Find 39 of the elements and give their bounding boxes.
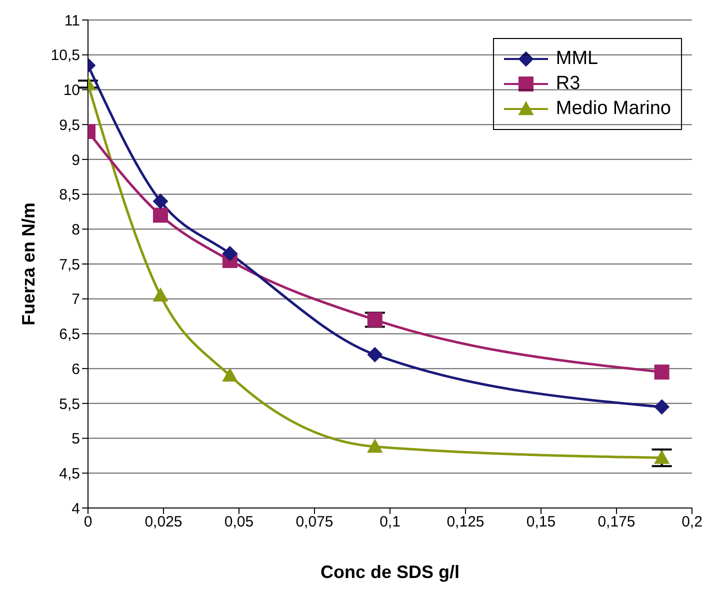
- point: [222, 368, 238, 382]
- y-tick-label: 5,5: [59, 396, 80, 413]
- x-tick-label: 0,025: [144, 514, 182, 531]
- y-tick-label: 7: [72, 291, 80, 308]
- y-tick-label: 7,5: [59, 256, 80, 274]
- y-tick-label: 8,5: [59, 186, 80, 204]
- y-tick-label: 6,5: [59, 326, 80, 344]
- y-tick-label: 9,5: [59, 116, 80, 134]
- point: [152, 194, 168, 209]
- x-tick-label: 0,2: [682, 514, 702, 531]
- legend-label: R3: [556, 73, 580, 95]
- point: [367, 439, 382, 453]
- legend-label: Medio Marino: [556, 98, 671, 120]
- y-tick-label: 9: [72, 152, 80, 169]
- y-tick-label: 10,5: [50, 47, 80, 64]
- point: [654, 450, 670, 464]
- y-tick-label: 10: [63, 82, 80, 100]
- x-axis-title: Conc de SDS g/l: [320, 562, 460, 582]
- y-tick-label: 5: [72, 430, 80, 448]
- x-tick-label: 0,175: [598, 514, 636, 531]
- y-tick-label: 11: [64, 12, 80, 30]
- point: [152, 208, 168, 223]
- x-tick-label: 0,1: [380, 514, 400, 531]
- x-tick-label: 0: [84, 514, 92, 531]
- x-tick-label: 0,05: [224, 514, 254, 531]
- x-tick-label: 0,075: [296, 514, 334, 531]
- point: [367, 312, 382, 328]
- y-axis-title: Fuerza en N/m: [18, 202, 38, 326]
- x-tick-label: 0,15: [526, 514, 556, 531]
- point: [152, 288, 168, 302]
- point: [222, 246, 238, 262]
- y-tick-label: 6: [72, 360, 80, 378]
- x-tick-label: 0,125: [446, 514, 484, 531]
- y-tick-label: 8: [72, 221, 80, 238]
- point: [654, 399, 670, 414]
- y-tick-label: 4: [72, 500, 80, 518]
- y-tick-label: 4,5: [59, 465, 80, 482]
- point: [654, 364, 670, 380]
- point: [367, 347, 382, 362]
